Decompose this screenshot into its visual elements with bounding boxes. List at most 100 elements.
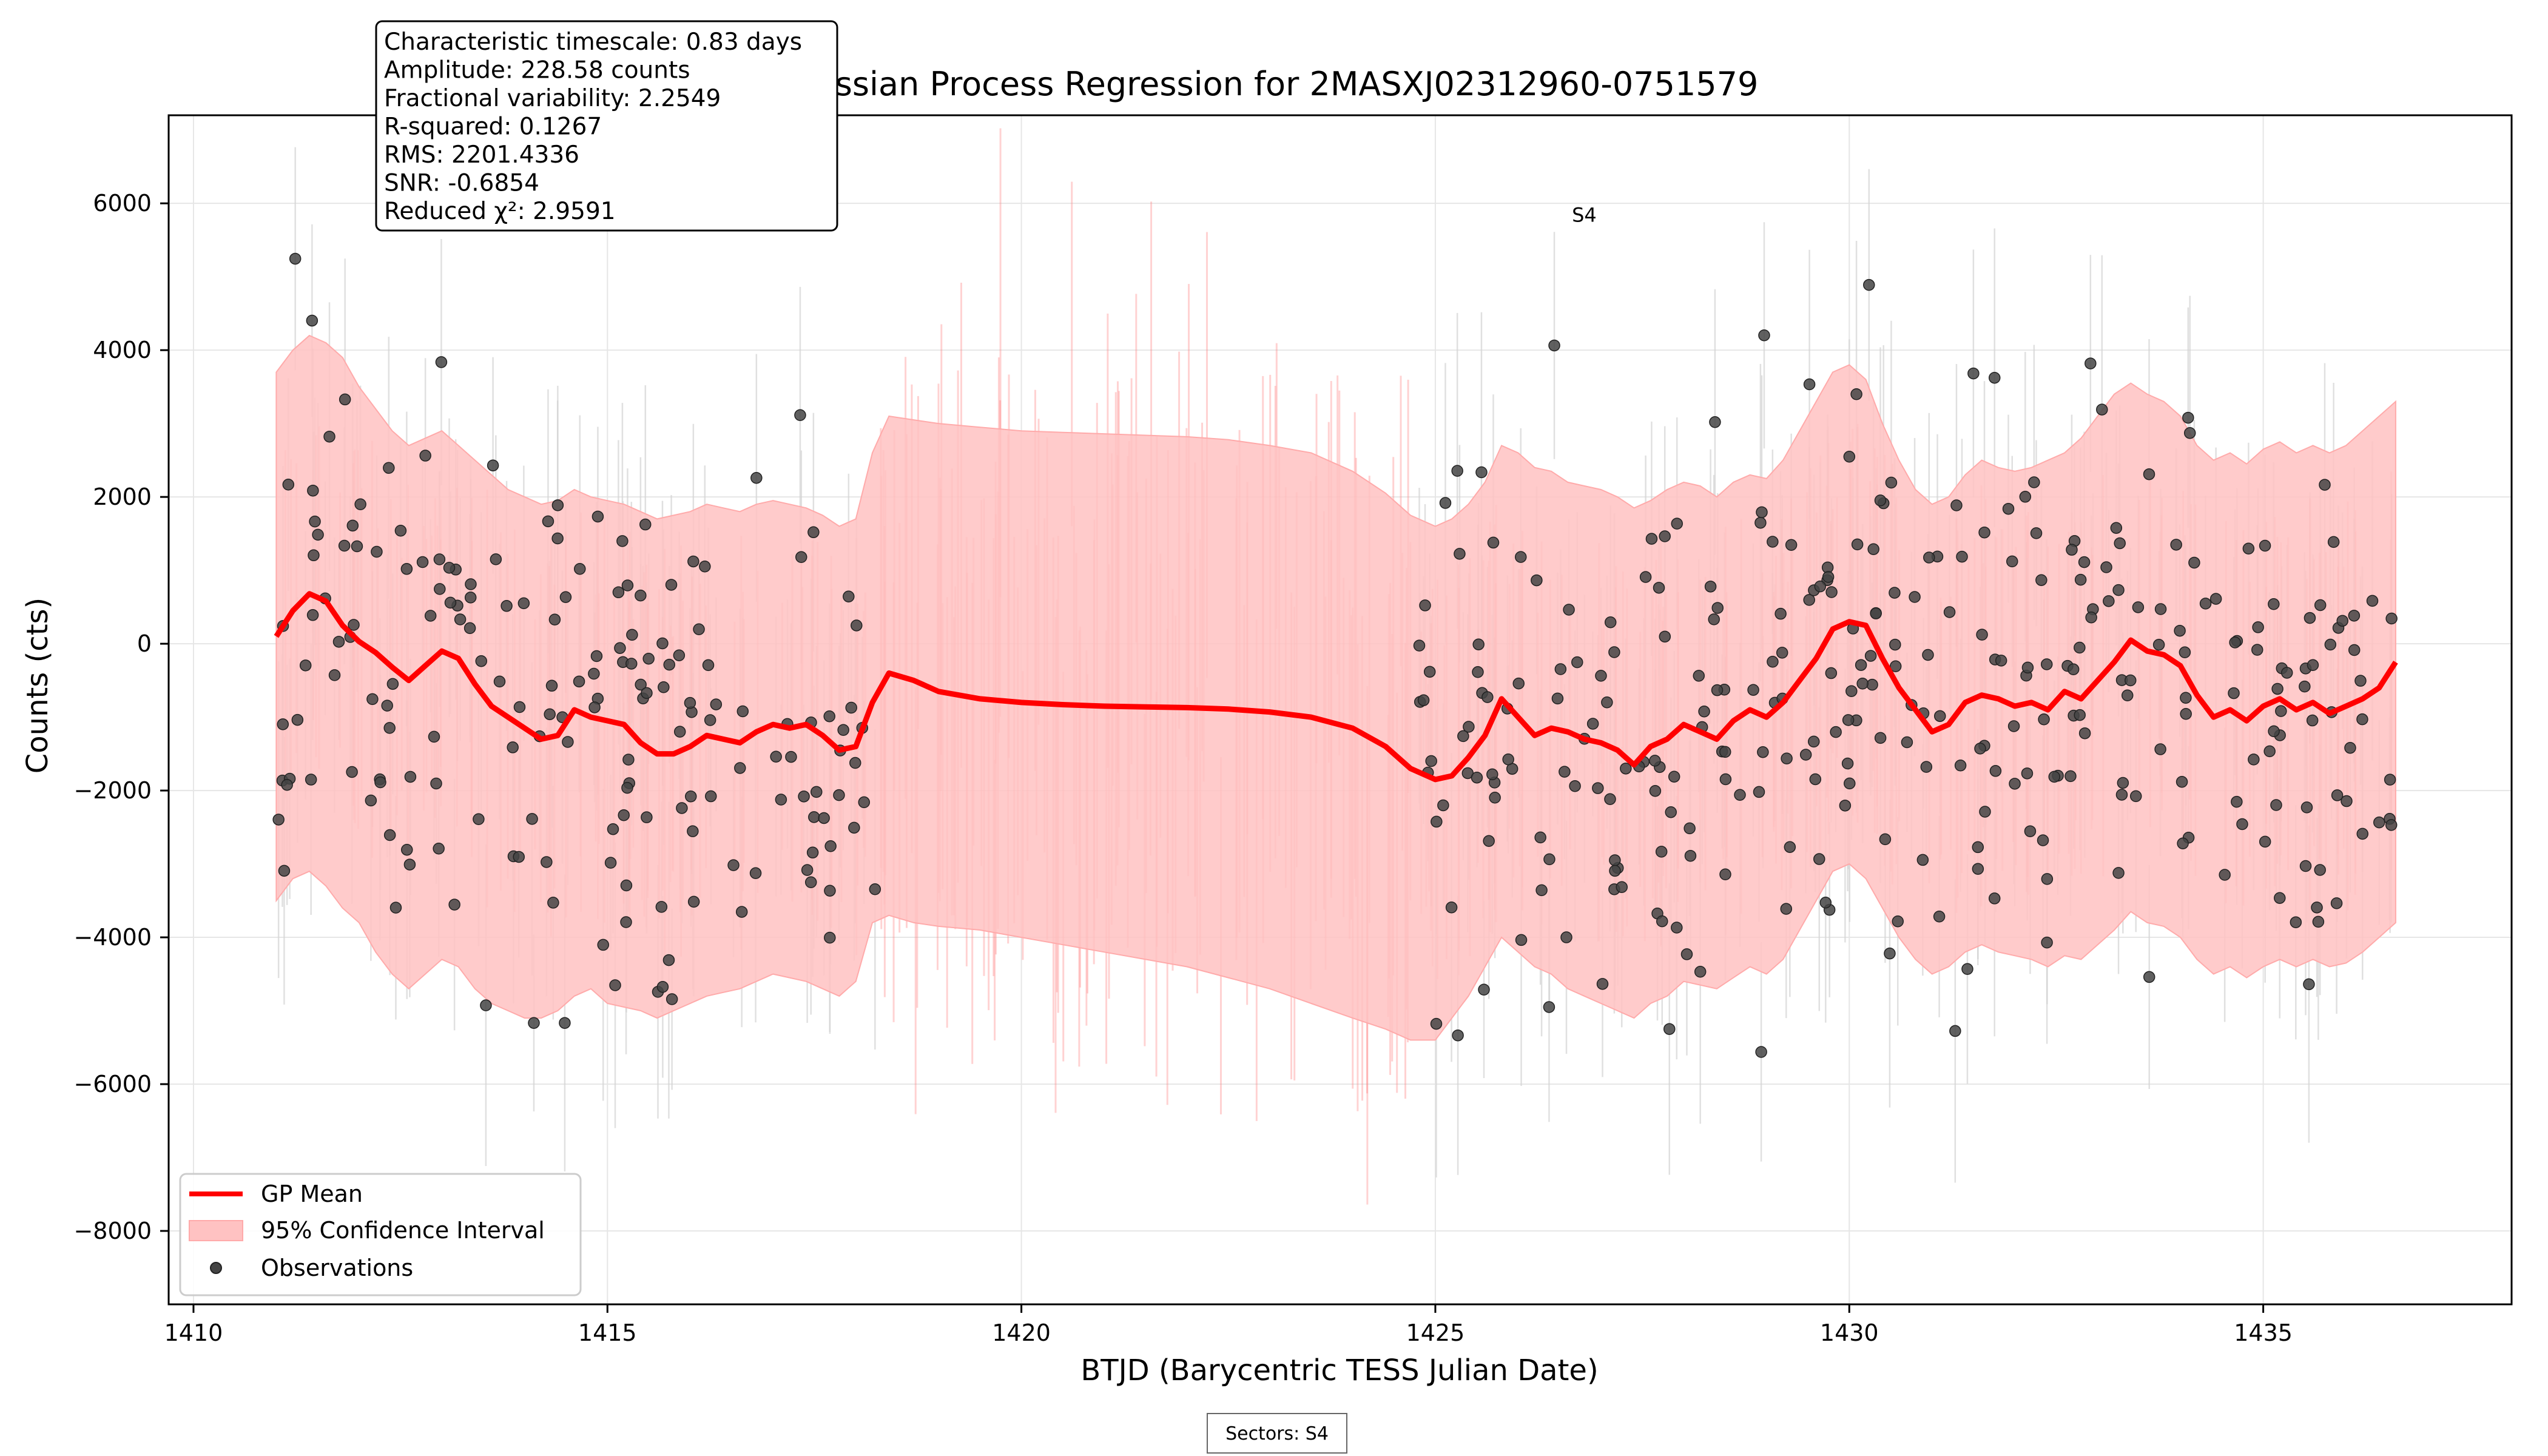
observation-point — [339, 393, 351, 406]
observation-point — [655, 901, 668, 913]
observation-point — [750, 471, 763, 484]
observation-point — [1988, 892, 2001, 905]
observation-point — [383, 722, 396, 734]
observation-point — [1684, 822, 1696, 835]
observation-point — [641, 687, 653, 699]
observation-point — [404, 770, 417, 783]
observation-point — [1457, 730, 1469, 743]
observation-point — [2009, 778, 2021, 790]
observation-point — [1814, 580, 1827, 593]
observation-point — [1855, 659, 1867, 671]
observation-point — [1708, 613, 1720, 625]
legend-observations-swatch — [210, 1262, 222, 1274]
observation-point — [693, 623, 705, 635]
observation-point — [1933, 911, 1946, 923]
observation-point — [1608, 646, 1620, 658]
observation-point — [2002, 502, 2015, 515]
stats-box-frame — [375, 20, 838, 232]
observation-point — [749, 867, 762, 880]
observation-point — [480, 999, 492, 1011]
observation-point — [1785, 539, 1798, 551]
observation-point — [1874, 732, 1887, 744]
observation-point — [2304, 612, 2316, 624]
y-axis-label: Counts (cts) — [21, 598, 55, 774]
observation-point — [2028, 476, 2040, 488]
observation-point — [2074, 709, 2086, 721]
observation-point — [416, 556, 429, 568]
observation-point — [1950, 499, 1963, 511]
observation-point — [1481, 691, 1494, 703]
sectors-footer: Sectors: S4 — [1207, 1413, 1347, 1454]
observation-point — [824, 840, 837, 852]
observation-point — [2103, 595, 2115, 607]
observation-point — [383, 462, 395, 474]
observation-point — [807, 526, 820, 539]
observation-point — [371, 545, 383, 558]
observation-point — [1543, 853, 1555, 866]
observation-point — [1680, 948, 1693, 960]
x-tick-label: 1425 — [1406, 1320, 1465, 1346]
observation-point — [1534, 831, 1546, 844]
observation-point — [1571, 656, 1583, 669]
observation-point — [1784, 841, 1796, 853]
stats-line: RMS: 2201.4336 — [384, 141, 579, 169]
observation-point — [1645, 533, 1658, 545]
observation-point — [306, 314, 318, 327]
observation-point — [2303, 978, 2315, 991]
observation-point — [1487, 536, 1500, 549]
observation-point — [2085, 612, 2097, 624]
observation-point — [1719, 746, 1731, 758]
observation-point — [1671, 517, 1684, 530]
observation-point — [299, 659, 312, 672]
observation-point — [710, 698, 723, 710]
observation-point — [1551, 692, 1564, 705]
observation-point — [2251, 644, 2263, 656]
observation-point — [1813, 853, 1825, 865]
observation-point — [289, 252, 302, 265]
observation-point — [2274, 892, 2286, 904]
observation-point — [1475, 466, 1488, 479]
chart-title: Gaussian Process Regression for 2MASXJ02… — [769, 65, 1759, 103]
observation-point — [806, 846, 819, 859]
observation-point — [1604, 616, 1617, 629]
observation-point — [1841, 757, 1854, 770]
observation-point — [1901, 736, 1913, 749]
observation-point — [278, 864, 291, 877]
observation-point — [635, 678, 647, 691]
observation-point — [2356, 713, 2368, 726]
observation-point — [366, 693, 379, 706]
observation-point — [272, 814, 285, 826]
observation-point — [365, 794, 377, 807]
observation-point — [513, 701, 526, 713]
observation-point — [1885, 476, 1898, 489]
observation-point — [1889, 587, 1901, 599]
observation-point — [2182, 411, 2194, 424]
observation-point — [1711, 684, 1724, 696]
observation-point — [1995, 655, 2007, 667]
legend-confidence-label: 95% Confidence Interval — [261, 1217, 545, 1244]
observation-point — [1756, 506, 1768, 519]
observation-point — [687, 825, 699, 837]
observation-point — [687, 555, 699, 568]
observation-point — [794, 409, 806, 421]
observation-point — [625, 658, 638, 670]
observation-point — [346, 519, 359, 532]
observation-point — [1430, 1017, 1443, 1030]
observation-point — [323, 430, 335, 443]
observation-point — [517, 597, 530, 610]
observation-point — [419, 450, 431, 462]
observation-point — [381, 699, 393, 712]
observation-point — [2064, 770, 2077, 783]
observation-point — [1601, 696, 1613, 709]
observation-point — [1437, 799, 1449, 812]
observation-point — [597, 939, 610, 951]
observation-point — [562, 736, 574, 748]
observation-point — [547, 897, 559, 909]
observation-point — [735, 906, 748, 918]
y-tick-label: 6000 — [93, 190, 152, 217]
observation-point — [1979, 806, 1991, 818]
observation-point — [386, 678, 399, 690]
observation-point — [2199, 598, 2212, 610]
observation-point — [1864, 650, 1877, 662]
observation-point — [705, 790, 717, 803]
